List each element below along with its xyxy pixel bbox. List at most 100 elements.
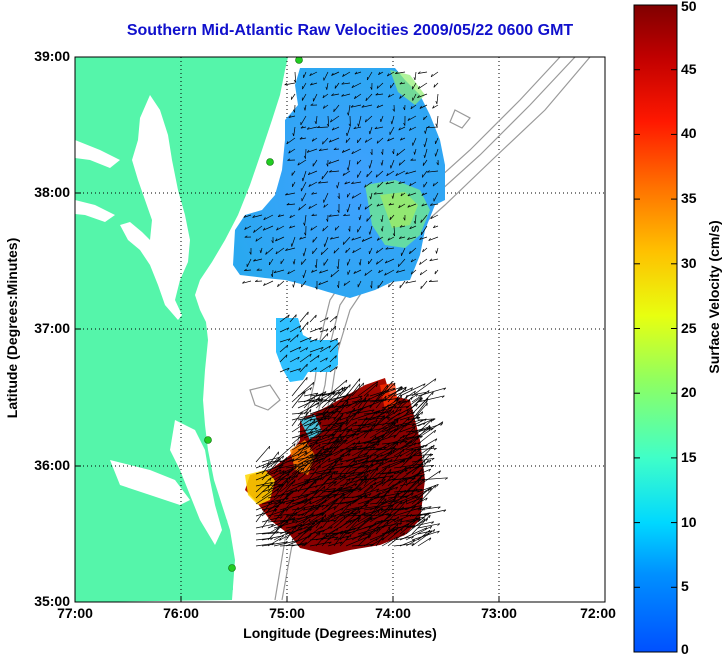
velocity-vector-head	[323, 204, 326, 208]
velocity-vector-head	[337, 209, 340, 213]
velocity-vector	[321, 395, 348, 403]
velocity-vector	[279, 499, 294, 517]
velocity-vector-head	[381, 481, 384, 485]
velocity-vector	[297, 453, 314, 463]
velocity-vector	[319, 328, 329, 333]
velocity-vector	[291, 170, 296, 176]
velocity-vector	[411, 457, 435, 463]
velocity-vector	[351, 517, 373, 535]
velocity-vector	[399, 539, 415, 547]
velocity-vector	[357, 137, 362, 144]
velocity-vector	[369, 415, 385, 433]
velocity-vector-head	[385, 247, 389, 250]
velocity-vector	[357, 397, 370, 415]
velocity-vector-head	[380, 162, 383, 166]
velocity-vector-head	[384, 459, 388, 462]
velocity-vector-head	[377, 510, 380, 514]
velocity-vector-head	[376, 237, 380, 241]
velocity-vector	[411, 400, 428, 421]
velocity-vector-head	[333, 490, 335, 494]
velocity-vector-head	[441, 421, 444, 425]
velocity-vector-head	[364, 119, 367, 123]
velocity-vector-head	[309, 418, 313, 422]
velocity-vector-head	[363, 511, 366, 515]
velocity-vector	[359, 258, 362, 266]
velocity-vector	[275, 247, 285, 255]
velocity-vector	[393, 543, 415, 547]
velocity-vector-head	[426, 403, 428, 407]
velocity-vector-head	[275, 238, 278, 242]
velocity-vector-head	[367, 535, 370, 539]
velocity-vector	[261, 508, 277, 529]
velocity-vector-head	[355, 460, 358, 464]
velocity-vector-head	[354, 95, 357, 99]
velocity-vector-head	[249, 251, 252, 255]
velocity-vector-head	[423, 422, 426, 426]
velocity-vector	[255, 236, 263, 242]
velocity-vector	[377, 181, 384, 188]
velocity-vector	[292, 181, 296, 187]
velocity-vector-head	[318, 181, 321, 184]
velocity-vector-head	[354, 71, 358, 75]
velocity-vector-head	[330, 526, 333, 530]
velocity-vector	[321, 493, 346, 511]
velocity-vector-head	[359, 378, 361, 382]
velocity-vector-head	[317, 125, 320, 128]
velocity-vector	[389, 126, 395, 135]
velocity-vector-head	[410, 387, 413, 391]
velocity-vector	[327, 440, 346, 457]
velocity-vector	[417, 418, 436, 421]
velocity-vector-head	[377, 494, 380, 498]
velocity-vector-head	[367, 425, 371, 429]
velocity-vector-head	[285, 248, 288, 251]
velocity-vector	[381, 400, 406, 409]
velocity-vector-head	[346, 399, 349, 403]
velocity-vector	[351, 516, 372, 529]
velocity-vector-head	[419, 451, 422, 455]
velocity-vector-head	[286, 327, 290, 331]
velocity-vector	[369, 409, 392, 421]
velocity-vector	[246, 258, 252, 268]
velocity-vector	[412, 82, 417, 90]
velocity-vector-head	[325, 329, 329, 332]
velocity-vector-head	[396, 442, 399, 446]
velocity-vector	[327, 407, 339, 421]
velocity-vector	[420, 280, 428, 290]
velocity-vector-head	[348, 394, 351, 397]
velocity-vector	[405, 532, 430, 547]
velocity-vector	[400, 137, 406, 141]
velocity-vector-head	[416, 393, 419, 397]
velocity-vector	[385, 181, 395, 185]
velocity-vector-head	[408, 489, 410, 493]
velocity-vector	[411, 390, 430, 403]
velocity-vector-head	[437, 506, 441, 509]
velocity-vector	[345, 407, 355, 421]
velocity-vector-head	[298, 346, 302, 350]
velocity-vector	[347, 258, 351, 266]
velocity-vector	[309, 421, 322, 433]
velocity-vector	[419, 269, 428, 276]
velocity-vector-head	[279, 466, 282, 470]
velocity-vector-head	[326, 123, 329, 127]
velocity-vector-head	[406, 524, 410, 527]
velocity-vector-head	[319, 421, 322, 426]
velocity-vector	[345, 404, 372, 415]
velocity-vector-head	[292, 499, 294, 503]
velocity-vector-head	[295, 475, 299, 478]
velocity-vector-head	[404, 441, 408, 444]
velocity-vector-head	[400, 500, 403, 504]
velocity-vector-head	[253, 229, 256, 233]
velocity-vector-head	[403, 460, 406, 464]
velocity-vector-head	[431, 465, 434, 468]
velocity-vector-head	[287, 271, 290, 275]
velocity-vector-head	[436, 484, 439, 487]
velocity-vector	[409, 247, 417, 255]
velocity-vector-head	[300, 125, 304, 129]
velocity-vector-head	[322, 95, 325, 99]
velocity-vector-head	[358, 206, 360, 211]
velocity-vector-head	[379, 462, 382, 465]
velocity-vector	[333, 392, 349, 409]
velocity-vector	[301, 192, 307, 202]
velocity-vector	[399, 516, 425, 523]
velocity-vector-head	[382, 435, 384, 439]
